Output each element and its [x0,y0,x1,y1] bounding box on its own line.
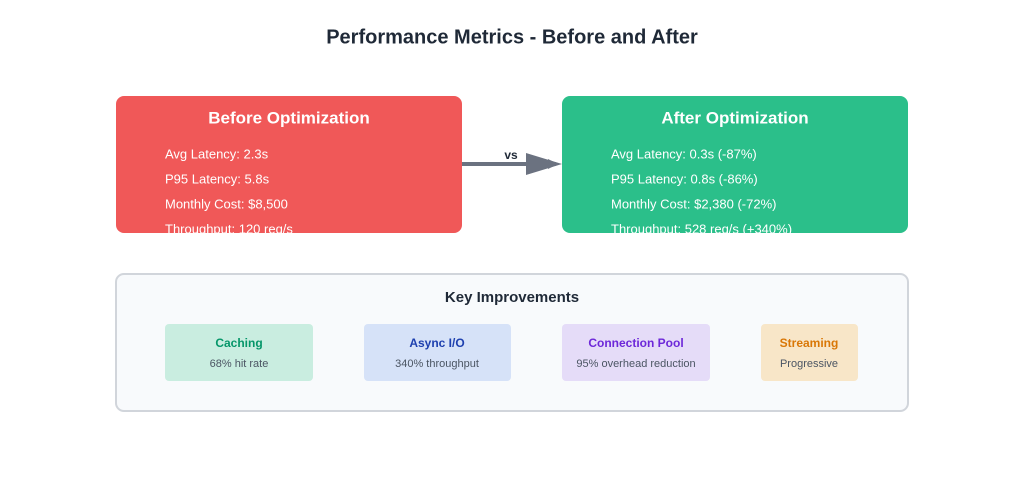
improvements-title: Key Improvements [445,289,579,306]
before-title: Before Optimization [208,108,370,127]
after-box [562,96,908,233]
card-detail: Progressive [780,358,838,370]
after-line: Avg Latency: 0.3s (-87%) [611,146,757,161]
arrow-head [526,153,562,175]
card-title: Async I/O [409,336,464,350]
card-detail: 340% throughput [395,358,479,370]
before-line: Monthly Cost: $8,500 [165,196,288,211]
card [364,324,511,381]
card-title: Streaming [780,336,839,350]
after-line: Monthly Cost: $2,380 (-72%) [611,196,776,211]
card [562,324,710,381]
card-detail: 68% hit rate [210,358,269,370]
after-line: P95 Latency: 0.8s (-86%) [611,171,758,186]
before-line: P95 Latency: 5.8s [165,171,270,186]
title: Performance Metrics - Before and After [326,26,698,48]
card [165,324,313,381]
card-title: Caching [215,336,262,350]
card-title: Connection Pool [588,336,683,350]
before-line: Throughput: 120 req/s [165,221,293,236]
vs-label: vs [504,148,518,162]
after-line: Throughput: 528 req/s (+340%) [611,221,792,236]
card [761,324,858,381]
card-detail: 95% overhead reduction [576,358,695,370]
before-box [116,96,462,233]
before-line: Avg Latency: 2.3s [165,146,269,161]
after-title: After Optimization [661,108,808,127]
